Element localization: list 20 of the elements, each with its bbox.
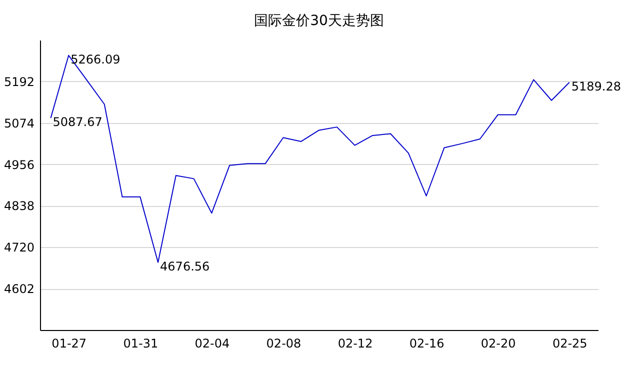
data-label: 5189.28 [571, 79, 622, 94]
x-tick-label: 02-04 [194, 336, 230, 350]
y-tick-label: 5192 [4, 74, 34, 89]
data-label: 4676.56 [160, 259, 210, 274]
data-label: 5266.09 [70, 52, 120, 66]
x-tick-label: 02-12 [338, 336, 373, 350]
y-tick-label: 5074 [4, 116, 34, 130]
x-tick-label: 02-25 [552, 336, 588, 350]
line-series [50, 54, 570, 263]
data-label: 5087.67 [52, 115, 102, 130]
x-tick-label: 01-27 [52, 336, 87, 350]
y-tick-label: 4602 [4, 282, 34, 296]
x-tick-label: 01-31 [123, 336, 158, 350]
y-tick-label: 4720 [4, 240, 34, 255]
x-tick-label: 02-08 [266, 336, 302, 350]
x-tick-label: 02-20 [480, 336, 516, 350]
chart-title: 国际金价30天走势图 [254, 13, 384, 29]
y-tick-label: 4956 [4, 158, 34, 172]
x-tick-label: 02-16 [409, 336, 444, 350]
y-tick-label: 4838 [4, 199, 34, 214]
